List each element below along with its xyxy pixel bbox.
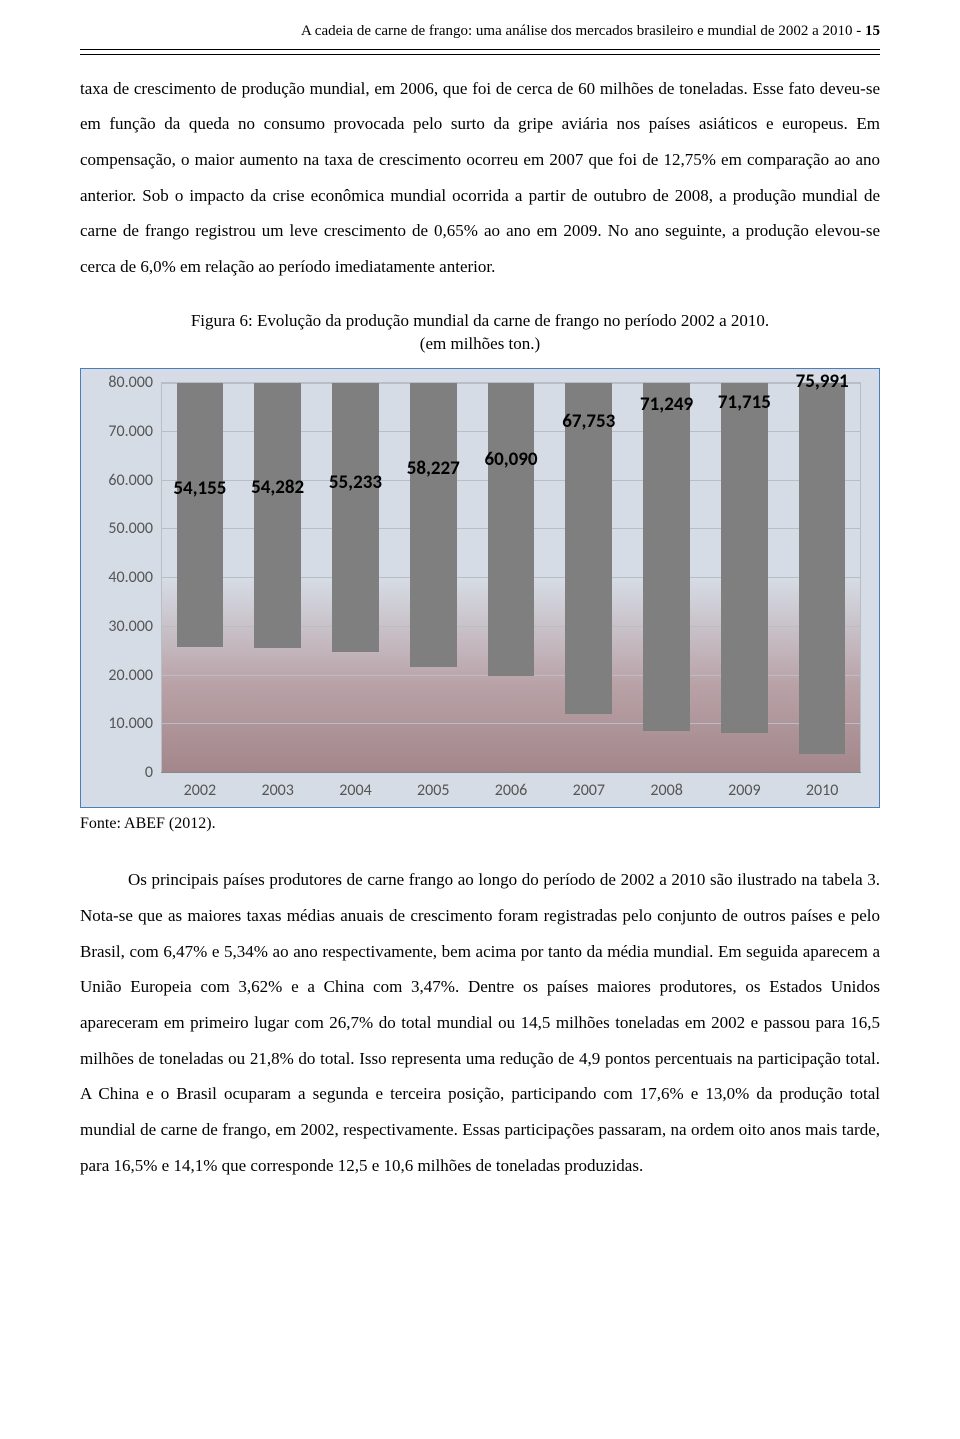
x-tick-label: 2007: [573, 779, 605, 803]
figure-caption: Figura 6: Evolução da produção mundial d…: [80, 309, 880, 357]
y-tick-label: 0: [145, 761, 161, 785]
bar-slot: 60,0902006: [472, 383, 550, 773]
header-rule: [80, 54, 880, 55]
bar-slot: 71,7152009: [705, 383, 783, 773]
bar-rect: [410, 383, 457, 667]
bar-value-label: 71,249: [640, 391, 693, 420]
bar-slot: 58,2272005: [394, 383, 472, 773]
bar-slot: 54,2822003: [239, 383, 317, 773]
bar-rect: [254, 383, 301, 648]
bar-value-label: 54,282: [251, 474, 304, 503]
figure-caption-line2: (em milhões ton.): [420, 334, 540, 353]
bar-value-label: 71,715: [718, 389, 771, 418]
bar-slot: 55,2332004: [317, 383, 395, 773]
x-tick-label: 2010: [806, 779, 838, 803]
bar-slot: 67,7532007: [550, 383, 628, 773]
bar-value-label: 55,233: [329, 469, 382, 498]
bar-value-label: 58,227: [407, 455, 460, 484]
bar-value-label: 60,090: [484, 446, 537, 475]
y-tick-label: 50.000: [108, 517, 161, 541]
figure-caption-line1: Figura 6: Evolução da produção mundial d…: [191, 311, 769, 330]
running-header: A cadeia de carne de frango: uma análise…: [80, 20, 880, 50]
bar-slot: 54,1552002: [161, 383, 239, 773]
y-tick-label: 80.000: [108, 371, 161, 395]
bar-chart: 0 10.000 20.000 30.000 40.000 50.000 60.000 70.…: [80, 368, 880, 808]
plot-area: 010.00020.00030.00040.00050.00060.00070.…: [161, 383, 861, 773]
x-tick-label: 2008: [650, 779, 682, 803]
bar-rect: [799, 383, 846, 753]
bar-rect: [177, 383, 224, 647]
x-tick-label: 2004: [339, 779, 371, 803]
y-tick-label: 60.000: [108, 469, 161, 493]
y-tick-label: 30.000: [108, 615, 161, 639]
x-tick-label: 2003: [261, 779, 293, 803]
page-number: 15: [865, 23, 880, 39]
bar-value-label: 75,991: [796, 368, 849, 397]
bar-rect: [721, 383, 768, 733]
y-tick-label: 20.000: [108, 664, 161, 688]
bar-value-label: 67,753: [562, 408, 615, 437]
bar-slot: 75,9912010: [783, 383, 861, 773]
x-tick-label: 2005: [417, 779, 449, 803]
y-tick-label: 70.000: [108, 420, 161, 444]
chart-source: Fonte: ABEF (2012).: [80, 812, 880, 836]
paragraph-1: taxa de crescimento de produção mundial,…: [80, 71, 880, 285]
x-tick-label: 2009: [728, 779, 760, 803]
bar-value-label: 54,155: [173, 475, 226, 504]
x-tick-label: 2006: [495, 779, 527, 803]
running-title: A cadeia de carne de frango: uma análise…: [301, 23, 865, 39]
bar-slot: 71,2492008: [628, 383, 706, 773]
bars-row: 54,155200254,282200355,233200458,2272005…: [161, 383, 861, 773]
bar-rect: [332, 383, 379, 652]
bar-rect: [643, 383, 690, 730]
y-tick-label: 40.000: [108, 566, 161, 590]
bar-rect: [488, 383, 535, 676]
y-tick-label: 10.000: [108, 712, 161, 736]
x-tick-label: 2002: [184, 779, 216, 803]
paragraph-2: Os principais países produtores de carne…: [80, 862, 880, 1183]
